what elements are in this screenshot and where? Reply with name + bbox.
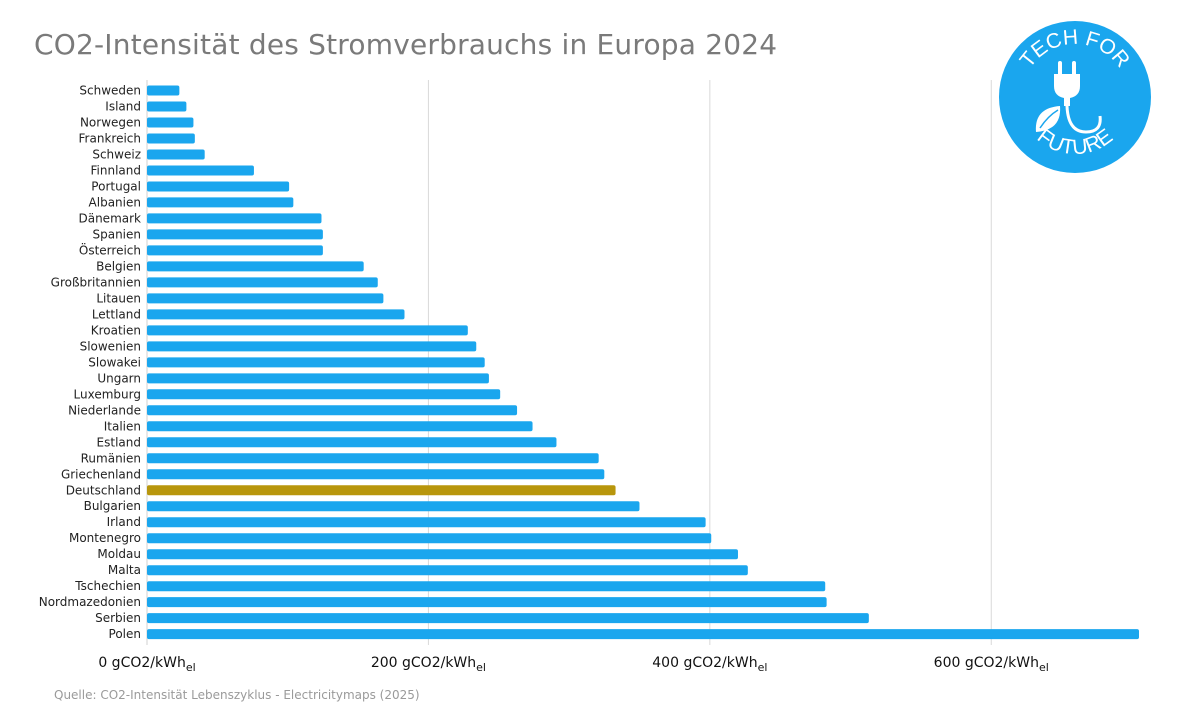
category-label-31: Tschechien [74,579,141,593]
category-label-21: Italien [104,419,141,433]
bar-1 [147,101,187,112]
category-label-9: Spanien [92,227,141,241]
bar-10 [147,245,323,256]
x-tick-label-0: 0 gCO2/kWhel [98,655,195,674]
bar-8 [147,213,322,224]
bar-13 [147,293,384,304]
category-label-19: Luxemburg [74,387,141,401]
x-tick-labels: 0 gCO2/kWhel 200 gCO2/kWhel 400 gCO2/kWhel… [98,655,1048,674]
bar-30 [147,565,748,576]
category-label-22: Estland [97,435,141,449]
bar-29 [147,549,738,560]
category-label-28: Montenegro [69,531,141,545]
category-label-6: Portugal [91,179,141,193]
chart-title: CO2-Intensität des Stromverbrauchs in Eu… [34,28,778,61]
category-label-5: Finnland [91,163,141,177]
source-note: Quelle: CO2-Intensität Lebenszyklus - El… [54,688,420,702]
bar-14 [147,309,405,320]
category-label-18: Ungarn [97,371,141,385]
category-label-4: Schweiz [92,147,141,161]
bar-24 [147,469,605,480]
category-label-16: Slowenien [80,339,141,353]
category-label-0: Schweden [79,84,141,98]
bar-15 [147,325,468,336]
x-tick-label-600: 600 gCO2/kWhel [934,655,1049,674]
bar-5 [147,165,254,176]
bar-25 [147,485,616,496]
bar-2 [147,117,194,128]
category-label-14: Lettland [92,307,141,321]
category-label-11: Belgien [96,259,141,273]
category-label-29: Moldau [97,547,141,561]
category-label-32: Nordmazedonien [39,595,141,609]
category-label-12: Großbritannien [51,275,141,289]
bar-3 [147,133,195,144]
category-label-1: Island [105,99,141,113]
bar-31 [147,581,826,592]
bar-4 [147,149,205,160]
bar-16 [147,341,477,352]
bars [147,85,1139,640]
category-label-8: Dänemark [78,211,141,225]
bar-0 [147,85,180,96]
bar-12 [147,277,378,288]
category-label-33: Serbien [95,611,141,625]
bar-17 [147,357,485,368]
bar-21 [147,421,533,432]
bar-18 [147,373,489,384]
category-label-17: Slowakei [88,355,141,369]
tech-for-future-logo: TECH FOR FUTURE [999,21,1151,173]
category-label-26: Bulgarien [84,499,141,513]
bar-27 [147,517,706,528]
category-label-25: Deutschland [66,483,141,497]
bar-26 [147,501,640,512]
bar-9 [147,229,323,240]
bar-7 [147,197,294,208]
x-tick-label-400: 400 gCO2/kWhel [652,655,767,674]
bar-11 [147,261,364,272]
bar-23 [147,453,599,464]
bar-19 [147,389,501,400]
category-label-3: Frankreich [79,131,141,145]
category-label-20: Niederlande [68,403,141,417]
bar-20 [147,405,518,416]
x-tick-label-200: 200 gCO2/kWhel [371,655,486,674]
category-label-2: Norwegen [80,115,141,129]
category-label-27: Irland [107,515,141,529]
category-label-30: Malta [108,563,141,577]
bar-32 [147,597,827,608]
plug-leaf-icon [1035,61,1102,134]
category-label-15: Kroatien [91,323,141,337]
category-label-10: Österreich [79,241,141,257]
category-label-34: Polen [109,627,141,641]
bar-28 [147,533,712,544]
category-label-13: Litauen [96,291,141,305]
bar-33 [147,613,869,624]
bar-34 [147,629,1139,640]
bar-22 [147,437,557,448]
category-label-23: Rumänien [81,451,141,465]
category-label-24: Griechenland [61,467,141,481]
bar-6 [147,181,290,192]
category-label-7: Albanien [89,195,141,209]
